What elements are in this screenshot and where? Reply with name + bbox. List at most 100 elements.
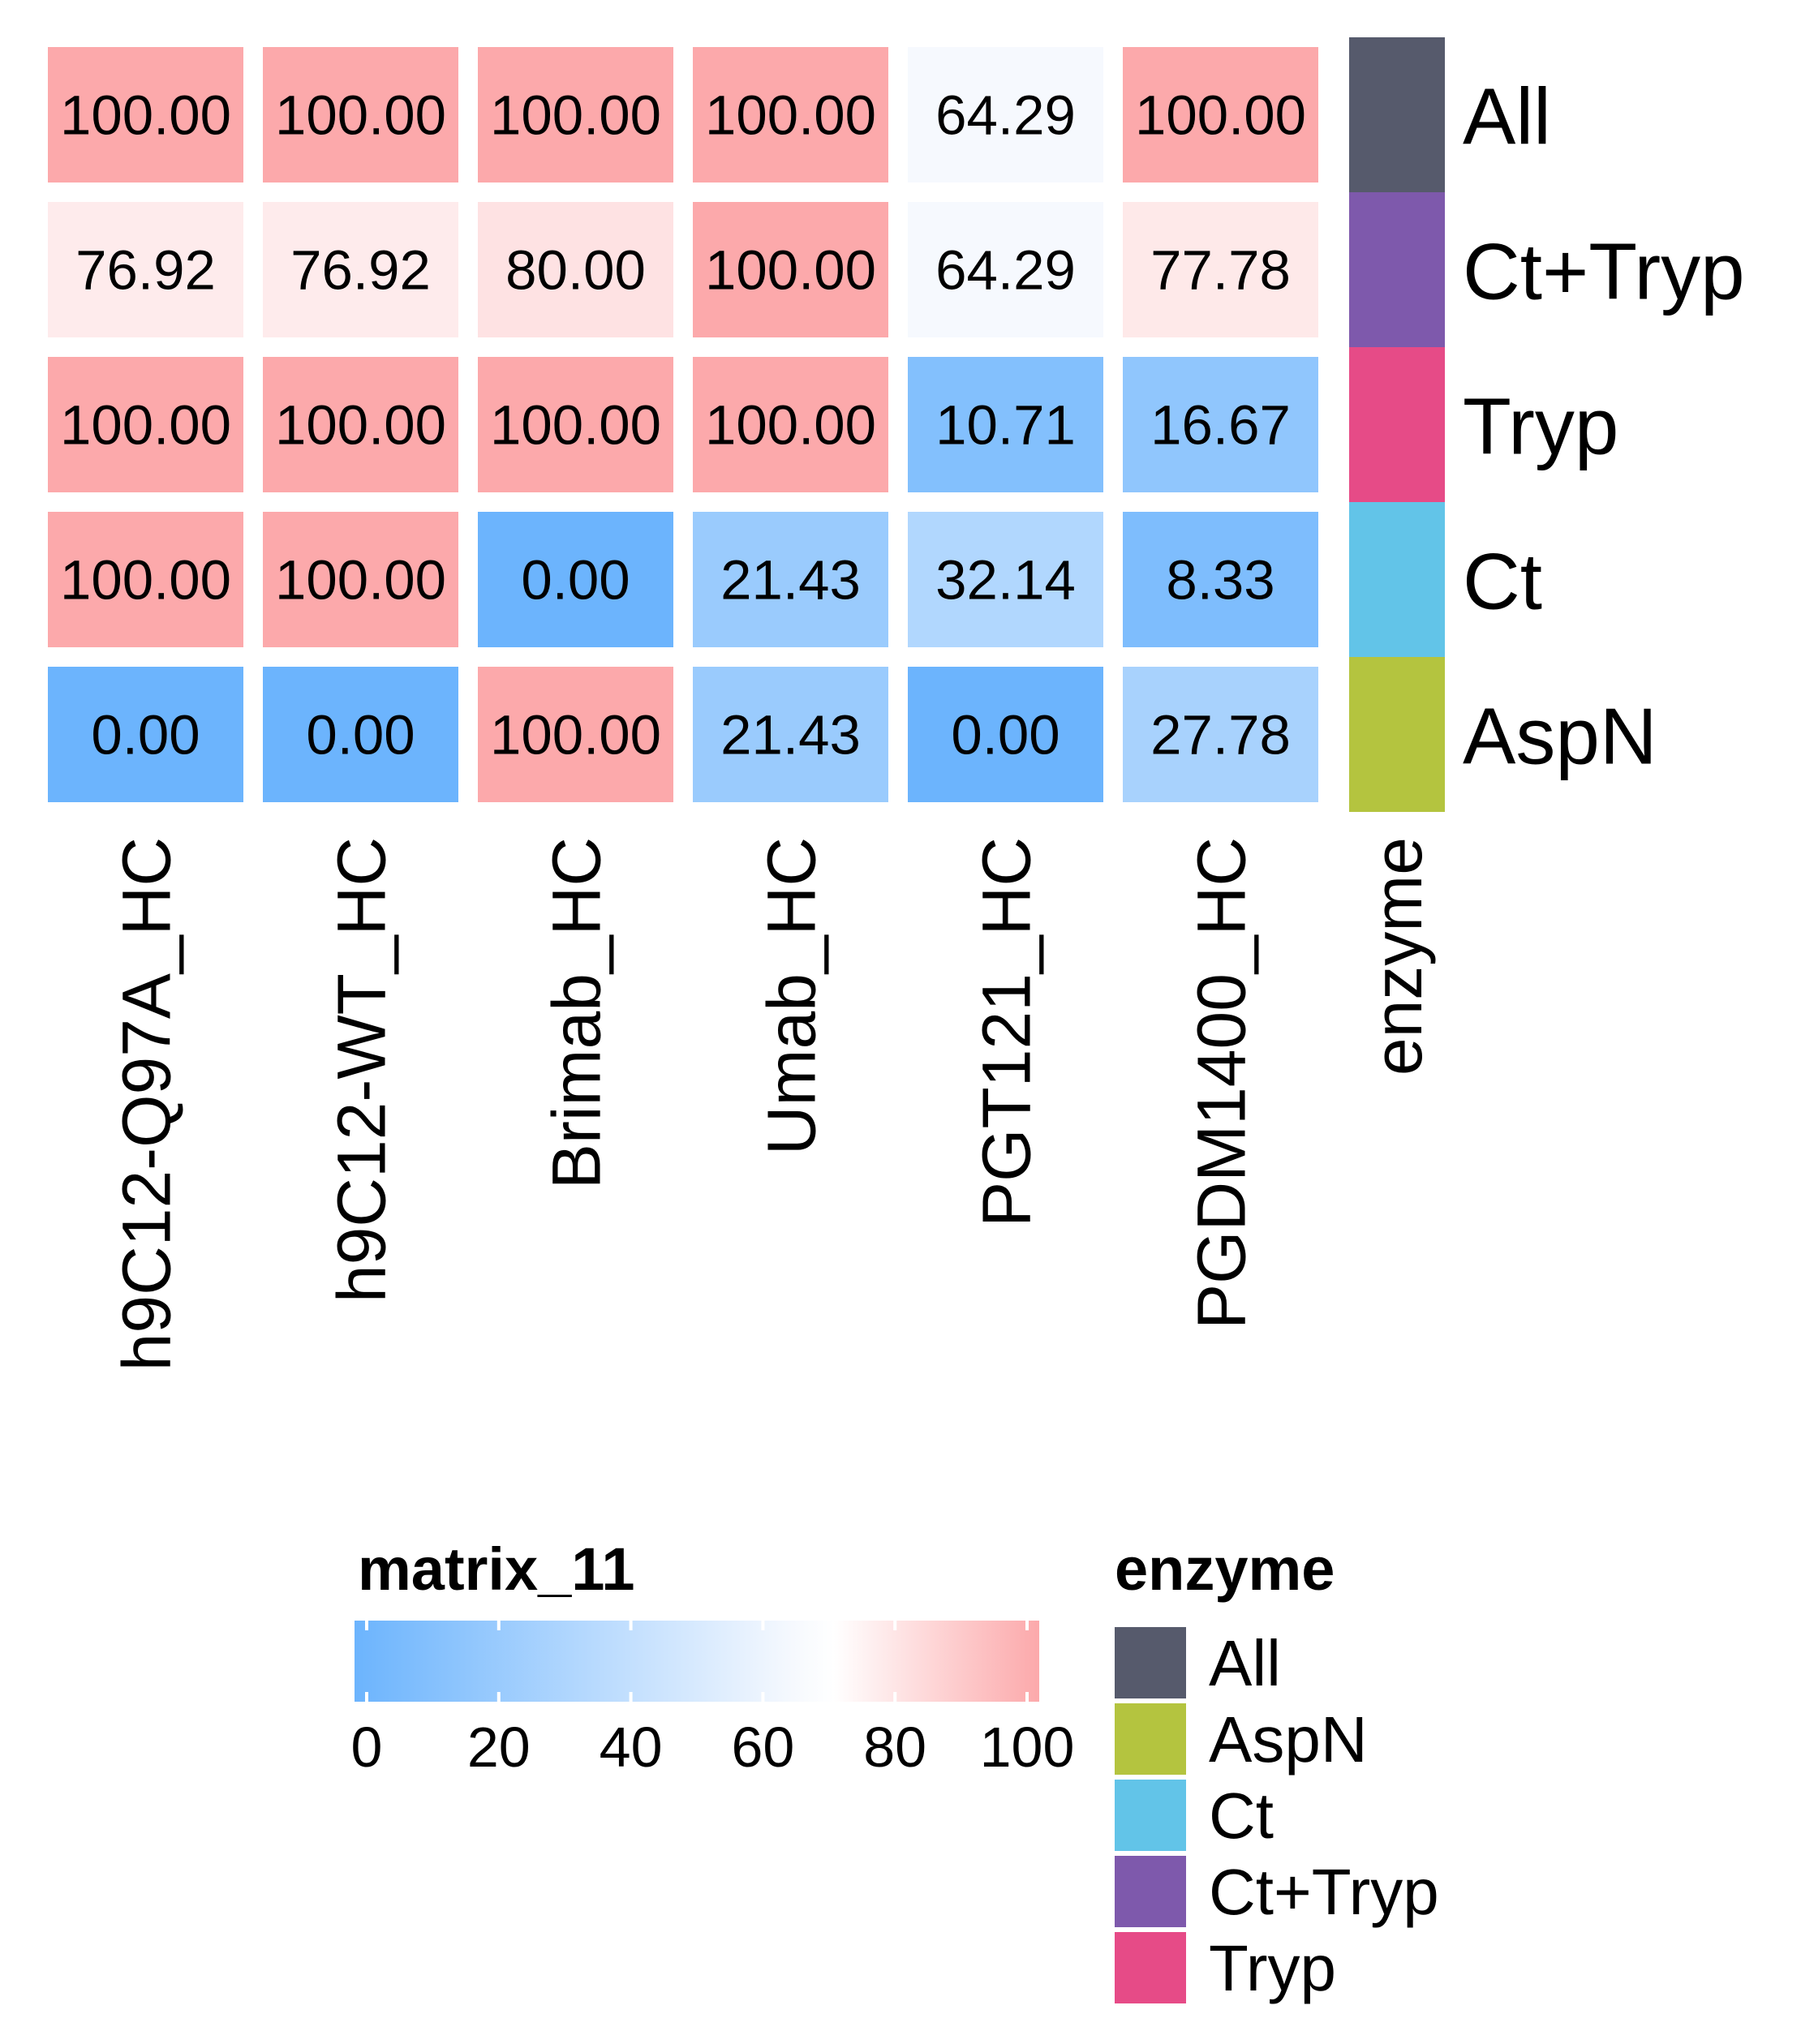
heatmap-cell — [263, 512, 458, 647]
enzyme-annotation-cell — [1349, 192, 1445, 347]
heatmap-cell — [478, 667, 673, 802]
enzyme-legend-label: All — [1209, 1627, 1281, 1699]
row-label: All — [1463, 72, 1551, 161]
heatmap-cell — [908, 357, 1103, 492]
heatmap-cell — [693, 202, 888, 337]
enzyme-legend-swatch — [1115, 1703, 1186, 1775]
heatmap-cell — [908, 512, 1103, 647]
row-labels: All Ct+Tryp Tryp Ct AspN — [1463, 72, 1745, 781]
legend-tick-label: 60 — [731, 1716, 794, 1779]
annotation-column-label: enzyme — [1360, 837, 1436, 1076]
cell-value-label: 64.29 — [935, 239, 1076, 302]
column-labels: h9C12-Q97A_HC h9C12-WT_HC Brimab_HC Umab_HC… — [109, 837, 1437, 1371]
cell-value-label: 76.92 — [75, 239, 216, 302]
cell-value-label: 100.00 — [275, 394, 446, 457]
enzyme-legend-label: Tryp — [1209, 1932, 1336, 2004]
heatmap-cell — [48, 47, 243, 182]
cell-value-label: 32.14 — [935, 549, 1076, 612]
color-scale-legend: matrix_11 0 20 40 60 80 100 — [351, 1535, 1075, 1779]
legend-tick-label: 100 — [980, 1716, 1075, 1779]
row-label: Tryp — [1463, 382, 1618, 471]
enzyme-legend-swatch — [1115, 1780, 1186, 1851]
heatmap-cell — [478, 47, 673, 182]
legend-tick-label: 20 — [467, 1716, 531, 1779]
enzyme-legend-title: enzyme — [1115, 1535, 1335, 1603]
row-label: Ct+Tryp — [1463, 227, 1745, 316]
heatmap-cell — [1123, 202, 1318, 337]
row-label: AspN — [1463, 692, 1657, 781]
heatmap-cell — [478, 202, 673, 337]
color-legend-ticks: 0 20 40 60 80 100 — [351, 1621, 1075, 1779]
cell-value-label: 0.00 — [951, 704, 1060, 766]
cell-value-label: 100.00 — [275, 549, 446, 612]
cell-value-label: 100.00 — [60, 549, 231, 612]
cell-value-label: 8.33 — [1166, 549, 1274, 612]
heatmap-cells: 100.00 100.00 100.00 100.00 64.29 100.00 76.92… — [48, 47, 1318, 802]
cell-value-label: 80.00 — [505, 239, 646, 302]
column-label: PGDM1400_HC — [1184, 837, 1260, 1329]
enzyme-annotation-cell — [1349, 347, 1445, 502]
enzyme-legend-label: AspN — [1209, 1703, 1368, 1776]
heatmap-cell — [693, 667, 888, 802]
enzyme-annotation-cell — [1349, 502, 1445, 657]
heatmap-cell — [1123, 667, 1318, 802]
heatmap-cell — [478, 512, 673, 647]
heatmap-cell — [478, 357, 673, 492]
cell-value-label: 100.00 — [705, 84, 876, 147]
cell-value-label: 64.29 — [935, 84, 1076, 147]
cell-value-label: 0.00 — [521, 549, 630, 612]
legend-tick-label: 80 — [863, 1716, 926, 1779]
cell-value-label: 21.43 — [720, 549, 861, 612]
heatmap-cell — [693, 512, 888, 647]
cell-value-label: 100.00 — [490, 84, 661, 147]
heatmap-cell — [693, 357, 888, 492]
cell-value-label: 100.00 — [60, 84, 231, 147]
cell-value-label: 100.00 — [60, 394, 231, 457]
heatmap-cell — [48, 202, 243, 337]
enzyme-legend-swatch — [1115, 1932, 1186, 2003]
column-label: Umab_HC — [754, 837, 830, 1155]
heatmap-cell — [263, 47, 458, 182]
cell-value-label: 100.00 — [490, 394, 661, 457]
heatmap-cell — [1123, 47, 1318, 182]
cell-value-label: 77.78 — [1150, 239, 1291, 302]
enzyme-legend-label: Ct — [1209, 1780, 1274, 1852]
column-label: Brimab_HC — [539, 837, 615, 1189]
heatmap-cell — [1123, 512, 1318, 647]
enzyme-legend-swatch — [1115, 1627, 1186, 1698]
enzyme-annotation-cell — [1349, 37, 1445, 192]
heatmap-cell — [1123, 357, 1318, 492]
cell-value-label: 0.00 — [91, 704, 200, 766]
enzyme-annotation-bar — [1349, 37, 1445, 812]
cell-value-label: 16.67 — [1150, 394, 1291, 457]
cell-value-label: 27.78 — [1150, 704, 1291, 766]
column-label: h9C12-Q97A_HC — [109, 837, 185, 1371]
enzyme-annotation-cell — [1349, 657, 1445, 812]
cell-value-label: 100.00 — [490, 704, 661, 766]
enzyme-legend-label: Ct+Tryp — [1209, 1856, 1439, 1928]
heatmap-cell — [48, 667, 243, 802]
cell-value-label: 100.00 — [275, 84, 446, 147]
cell-value-label: 100.00 — [705, 394, 876, 457]
heatmap-cell — [908, 667, 1103, 802]
column-label: h9C12-WT_HC — [324, 837, 400, 1303]
heatmap-cell — [263, 202, 458, 337]
cell-value-label: 10.71 — [935, 394, 1076, 457]
cell-value-label: 76.92 — [290, 239, 431, 302]
heatmap-cell — [48, 357, 243, 492]
legend-tick-label: 40 — [600, 1716, 663, 1779]
enzyme-legend-swatch — [1115, 1856, 1186, 1927]
column-label: PGT121_HC — [969, 837, 1045, 1227]
cell-value-label: 100.00 — [1135, 84, 1306, 147]
legend-tick-label: 0 — [351, 1716, 383, 1779]
color-legend-title: matrix_11 — [358, 1535, 635, 1603]
heatmap-cell — [263, 357, 458, 492]
heatmap-cell — [263, 667, 458, 802]
cell-value-label: 100.00 — [705, 239, 876, 302]
color-legend-gradient — [355, 1621, 1039, 1702]
cell-value-label: 21.43 — [720, 704, 861, 766]
heatmap-cell — [908, 202, 1103, 337]
